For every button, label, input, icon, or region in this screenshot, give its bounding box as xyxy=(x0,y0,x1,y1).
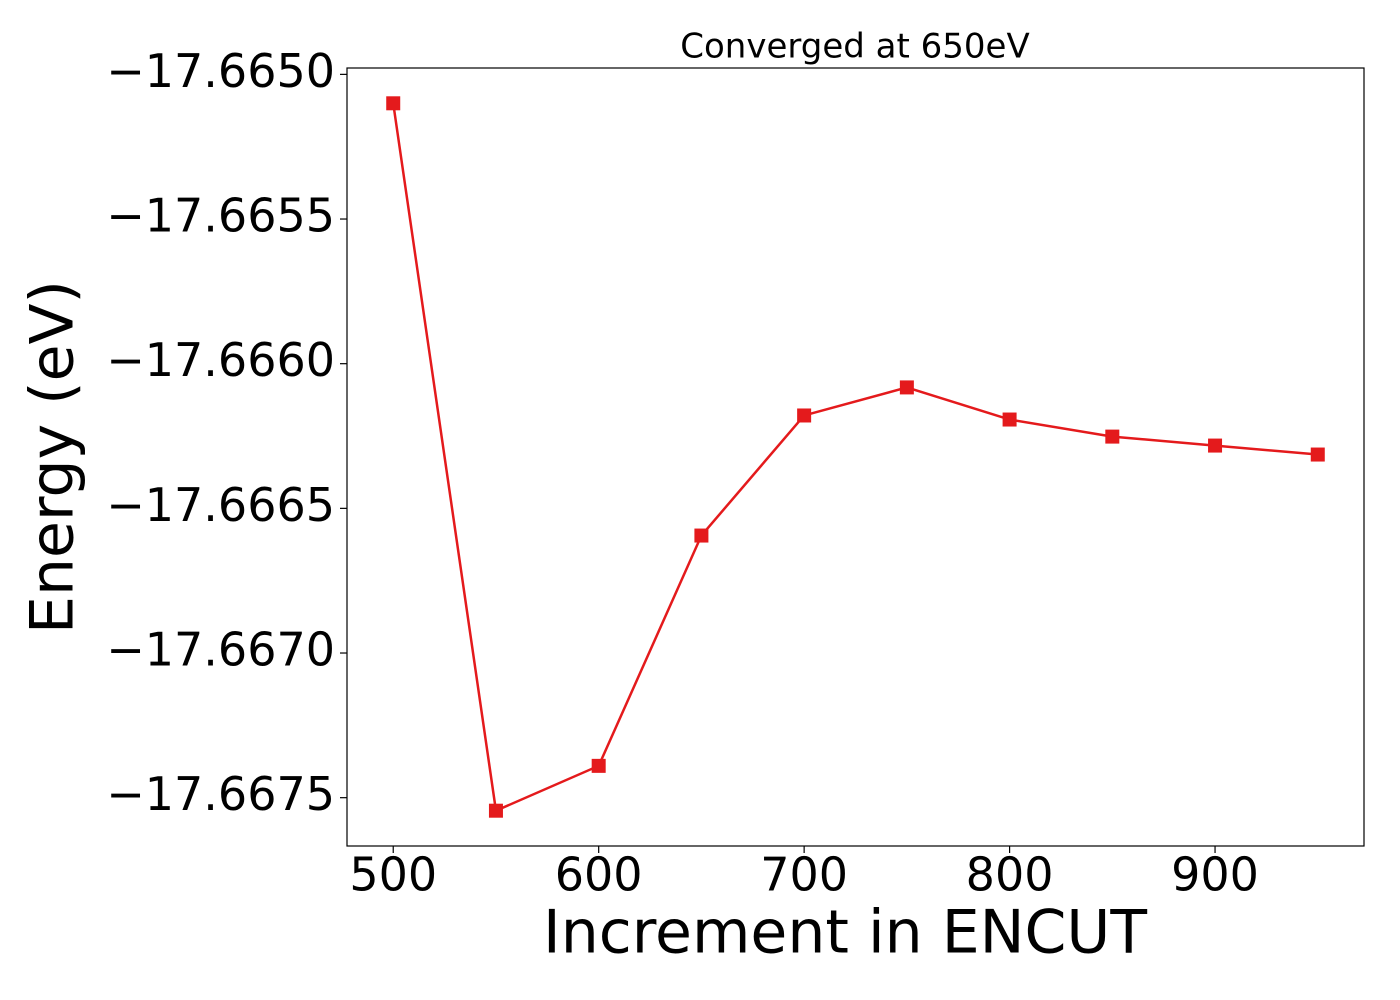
x-tick-label: 600 xyxy=(555,848,643,902)
marker xyxy=(694,528,709,543)
marker xyxy=(1310,447,1325,462)
y-axis-label: Energy (eV) xyxy=(18,280,88,634)
marker xyxy=(488,803,503,818)
x-axis-label: Increment in ENCUT xyxy=(543,898,1147,968)
marker xyxy=(899,380,914,395)
marker xyxy=(1105,429,1120,444)
x-tick-label: 700 xyxy=(760,848,848,902)
plot-frame xyxy=(346,67,1365,847)
x-tick-label: 500 xyxy=(349,848,437,902)
y-tick-label: −17.6650 xyxy=(106,44,335,98)
marker xyxy=(1002,412,1017,427)
marker xyxy=(591,758,606,773)
marker xyxy=(386,96,401,111)
y-tick-label: −17.6675 xyxy=(106,767,335,821)
series-line xyxy=(391,103,1318,813)
y-tick-label: −17.6660 xyxy=(106,333,335,387)
x-tick-label: 800 xyxy=(966,848,1054,902)
y-tick-label: −17.6665 xyxy=(106,478,335,532)
x-tick-label: 900 xyxy=(1171,848,1259,902)
y-tick-label: −17.6670 xyxy=(106,623,335,677)
chart-title: Converged at 650eV xyxy=(680,27,1029,67)
marker xyxy=(797,408,812,423)
marker xyxy=(1208,438,1223,453)
y-tick-label: −17.6655 xyxy=(106,189,335,243)
